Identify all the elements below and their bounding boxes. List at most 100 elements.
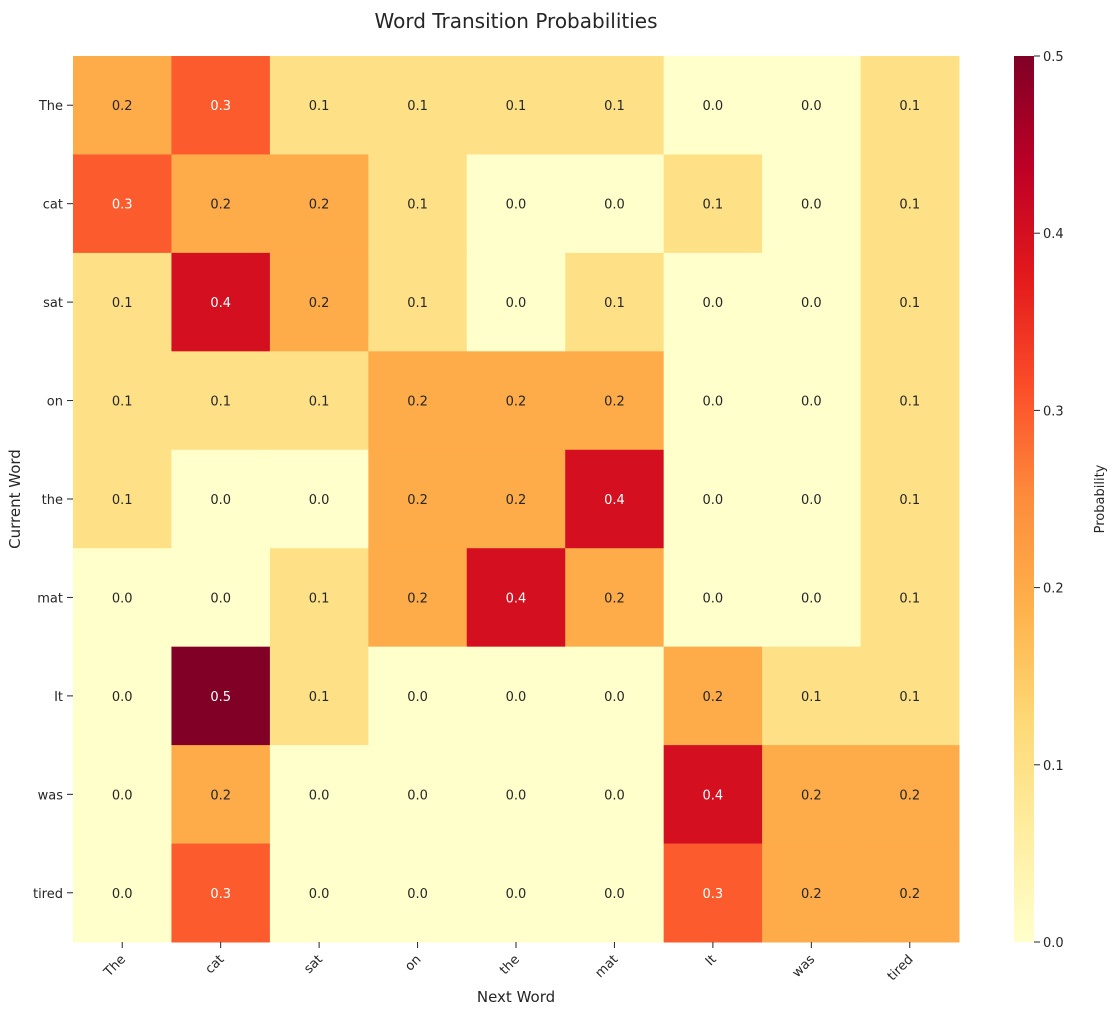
cell-value-label: 0.2 [506, 395, 527, 410]
heatmap-cell [466, 843, 566, 943]
cell-value-label: 0.3 [210, 887, 231, 902]
heatmap-cell [762, 843, 862, 943]
heatmap-cell [762, 548, 862, 648]
cell-value-label: 0.0 [604, 788, 625, 803]
heatmap-cell [663, 449, 763, 549]
heatmap-cell [368, 449, 468, 549]
cell-value-label: 0.2 [801, 887, 822, 902]
cell-value-label: 0.0 [309, 493, 330, 508]
heatmap-cell [762, 646, 862, 746]
x-tick-label: mat [592, 952, 621, 981]
colorbar-tick-label: 0.5 [1043, 50, 1064, 65]
heatmap-cell [860, 252, 960, 352]
cell-value-label: 0.0 [604, 887, 625, 902]
cell-value-label: 0.4 [703, 788, 724, 803]
heatmap-cell [565, 154, 665, 254]
heatmap-cell [663, 646, 763, 746]
cell-value-label: 0.0 [703, 493, 724, 508]
cell-value-label: 0.2 [309, 296, 330, 311]
heatmap-cell [269, 646, 369, 746]
cell-value-label: 0.2 [604, 395, 625, 410]
cell-value-label: 0.0 [112, 690, 133, 705]
cell-value-label: 0.1 [899, 690, 920, 705]
cell-value-label: 0.0 [210, 493, 231, 508]
cell-value-label: 0.0 [112, 788, 133, 803]
cell-value-label: 0.1 [899, 198, 920, 213]
heatmap-cell [171, 548, 271, 648]
heatmap-cell [368, 351, 468, 451]
y-tick-labels: The cat sat on the mat It was tired [33, 99, 73, 902]
y-tick-label: cat [43, 198, 63, 213]
y-tick-label: was [38, 788, 64, 803]
y-tick-label: tired [33, 887, 63, 902]
cell-value-label: 0.2 [210, 198, 231, 213]
heatmap-cell [269, 548, 369, 648]
heatmap-cell [860, 154, 960, 254]
heatmap-cell [565, 548, 665, 648]
heatmap-cell [663, 745, 763, 845]
heatmap-cell [860, 351, 960, 451]
cell-value-label: 0.1 [899, 493, 920, 508]
cell-value-label: 0.1 [112, 395, 133, 410]
cell-value-labels: 0.2 0.3 0.1 0.1 0.1 0.1 0.0 0.0 0.1 0.3 0.2 0.2 0.1 0… [112, 99, 920, 902]
cell-value-label: 0.0 [801, 591, 822, 606]
x-tick-label: on [402, 952, 424, 974]
heatmap-cell [860, 56, 960, 155]
heatmap-cell [368, 745, 468, 845]
colorbar-label: Probability [1093, 464, 1108, 533]
cell-value-label: 0.1 [604, 99, 625, 114]
cell-value-label: 0.1 [407, 296, 428, 311]
cell-value-label: 0.2 [112, 99, 133, 114]
cell-value-label: 0.0 [309, 887, 330, 902]
heatmap-cell [269, 154, 369, 254]
colorbar-tick-label: 0.0 [1043, 936, 1064, 951]
heatmap-cell [368, 56, 468, 155]
heatmap-cell [269, 351, 369, 451]
heatmap-cell [466, 351, 566, 451]
colorbar [1014, 56, 1034, 942]
heatmap-cell [762, 56, 862, 155]
cell-value-label: 0.1 [899, 591, 920, 606]
colorbar-tick-label: 0.1 [1043, 759, 1064, 774]
heatmap-cell [368, 154, 468, 254]
cell-value-label: 0.0 [801, 296, 822, 311]
x-tick-label: was [790, 952, 819, 981]
heatmap-cell [663, 252, 763, 352]
x-tick-label: the [497, 952, 523, 978]
cell-value-label: 0.1 [309, 99, 330, 114]
heatmap-cell [565, 745, 665, 845]
cell-value-label: 0.4 [604, 493, 625, 508]
colorbar-tick-label: 0.3 [1043, 404, 1064, 419]
cell-value-label: 0.0 [703, 591, 724, 606]
heatmap-cell [466, 745, 566, 845]
cell-value-label: 0.1 [309, 690, 330, 705]
x-axis-label: Next Word [477, 988, 555, 1006]
heatmap-cell [171, 154, 271, 254]
cell-value-label: 0.3 [210, 99, 231, 114]
cell-value-label: 0.0 [801, 99, 822, 114]
heatmap-cell [269, 745, 369, 845]
heatmap-cell [171, 252, 271, 352]
heatmap-cell [663, 351, 763, 451]
cell-value-label: 0.1 [506, 99, 527, 114]
cell-value-label: 0.1 [899, 395, 920, 410]
cell-value-label: 0.1 [309, 591, 330, 606]
cell-value-label: 0.0 [506, 296, 527, 311]
heatmap-cell [565, 843, 665, 943]
x-tick-labels: The cat sat on the mat It was tired [101, 942, 917, 984]
cell-value-label: 0.2 [407, 493, 428, 508]
heatmap-cell [565, 449, 665, 549]
cell-value-label: 0.2 [210, 788, 231, 803]
cell-value-label: 0.2 [506, 493, 527, 508]
heatmap-cell [762, 745, 862, 845]
y-tick-label: on [47, 395, 63, 410]
cell-value-label: 0.0 [604, 198, 625, 213]
heatmap-cell [171, 351, 271, 451]
heatmap-cell [565, 252, 665, 352]
cell-value-label: 0.0 [210, 591, 231, 606]
heatmap-cell [466, 548, 566, 648]
colorbar-tick-labels: 0.0 0.1 0.2 0.3 0.4 0.5 [1034, 50, 1064, 951]
cell-value-label: 0.0 [703, 296, 724, 311]
cell-value-label: 0.1 [801, 690, 822, 705]
